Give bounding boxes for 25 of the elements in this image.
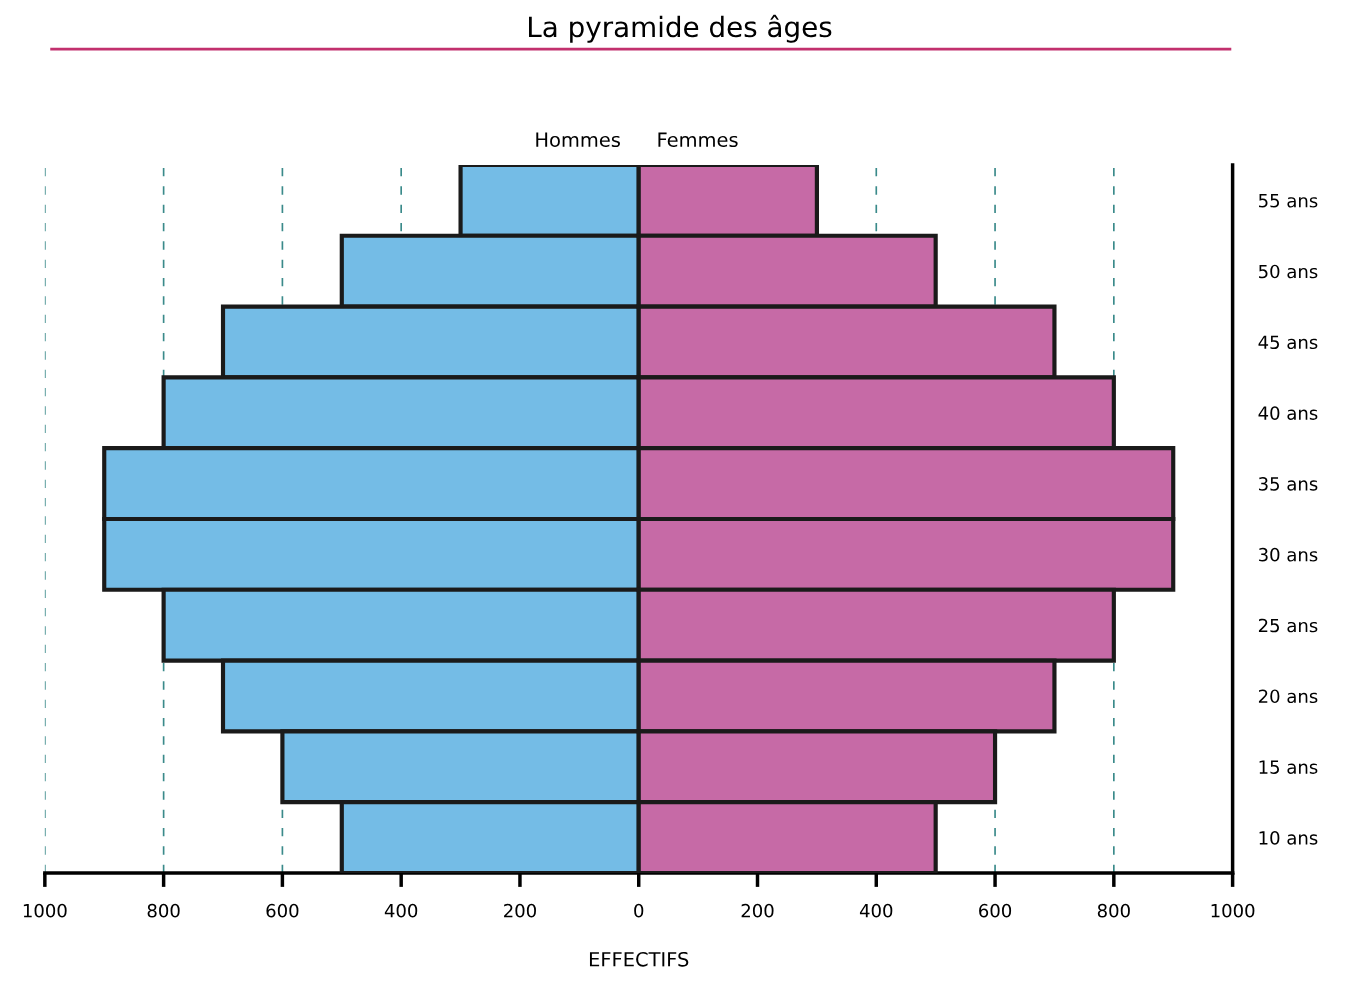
x-tick-label: 0 — [634, 903, 644, 918]
series-label: Femmes — [658, 132, 738, 148]
y-tick-label: 40 ans — [1258, 406, 1318, 420]
x-axis-title: EFFECTIFS — [589, 951, 689, 967]
x-tick-label: 600 — [979, 903, 1012, 918]
y-tick-label: 10 ans — [1259, 831, 1318, 845]
x-tick-label: 1000 — [1211, 903, 1255, 918]
y-tick-label: 30 ans — [1258, 547, 1318, 562]
y-tick-label: 35 ans — [1258, 477, 1318, 491]
x-tick-label: 600 — [266, 903, 299, 918]
chart-title: La pyramide des âges — [529, 14, 832, 43]
series-label: Hommes — [536, 132, 620, 148]
x-tick-label: 400 — [384, 903, 418, 918]
y-tick-label: 50 ans — [1259, 264, 1318, 279]
x-tick-label: 200 — [504, 903, 536, 918]
x-tick-label: 800 — [1097, 903, 1130, 918]
y-tick-label: 20 ans — [1258, 689, 1318, 704]
y-tick-label: 45 ans — [1258, 335, 1318, 350]
x-tick-label: 400 — [859, 903, 893, 918]
x-tick-label: 800 — [147, 903, 180, 918]
x-tick-label: 1000 — [23, 903, 67, 918]
y-tick-label: 25 ans — [1258, 618, 1318, 633]
x-tick-label: 200 — [741, 903, 774, 918]
y-tick-label: 55 ans — [1259, 194, 1318, 208]
y-tick-label: 15 ans — [1259, 760, 1318, 774]
